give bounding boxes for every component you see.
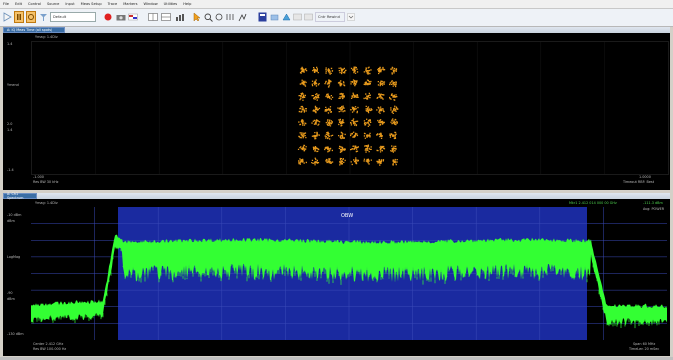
res-bw-label: Res BW 100.000 Hz: [33, 347, 67, 351]
camera-icon: [116, 15, 126, 21]
play-button[interactable]: [3, 11, 12, 23]
y-label-mid: -90: [7, 291, 13, 295]
preset-select[interactable]: Default: [50, 12, 96, 22]
window-titlebar: [3, 193, 670, 199]
zoom-icon: [204, 13, 213, 22]
span-label: Span 60 MHz: [633, 342, 656, 346]
menu-utilities[interactable]: Utilities: [163, 2, 178, 6]
autoscale-icon: [238, 13, 247, 21]
play-icon: [3, 12, 12, 22]
y-label-unit: 1.4: [7, 128, 13, 132]
y-label-mid: Ymend: [7, 83, 19, 87]
settings-button[interactable]: [282, 11, 291, 23]
center-freq-label: Center 2.412 GHz: [33, 342, 64, 346]
snapshot-button[interactable]: [116, 11, 126, 23]
menu-bar: File Edit Control Source Input Meas Setu…: [0, 0, 673, 9]
menu-meas-setup[interactable]: Meas Setup: [80, 2, 102, 6]
x-right-sub: Timeout RBF: Best: [623, 180, 655, 184]
record-icon: [104, 13, 112, 21]
tab-constellation[interactable]: A: IQ Meas Time (all spots): [3, 27, 65, 33]
menu-window[interactable]: Window: [143, 2, 158, 6]
constellation-points: [297, 66, 399, 166]
menu-input[interactable]: Input: [65, 2, 75, 6]
settings-icon: [282, 13, 291, 21]
toolbar: Default Cntr Rewind: [0, 9, 673, 27]
constellation-window: A: IQ Meas Time (all spots) Ymag: 1.4Div…: [3, 27, 670, 190]
menu-trace[interactable]: Trace: [107, 2, 118, 6]
preset-icon: [40, 14, 47, 21]
y-label-bottom: -130 dBm: [7, 332, 24, 336]
spectrum-trace: [31, 234, 667, 326]
y-label-ref: 2.0: [7, 122, 13, 126]
marker-icon: [193, 12, 201, 22]
menu-source[interactable]: Source: [46, 2, 60, 6]
restart-icon: [26, 11, 36, 23]
y-label-bottom: -1.4: [7, 168, 14, 172]
autoscale-button[interactable]: [238, 11, 247, 23]
zoom-button[interactable]: [204, 11, 213, 23]
cal-button[interactable]: [293, 11, 302, 23]
dropdown-button[interactable]: [347, 11, 355, 23]
y-label-top: 1.4: [7, 42, 13, 46]
time-length-label: TimeLen 20 mSec: [629, 347, 660, 351]
ref-label: Ymag: 1.4Div: [35, 35, 58, 39]
constellation-plot[interactable]: [31, 41, 669, 175]
chart-button[interactable]: [175, 11, 185, 23]
spectrum-canvas: [30, 207, 667, 340]
spectrum-noise: [30, 245, 666, 329]
obw-label: OBW: [341, 213, 354, 219]
record-button[interactable]: [104, 11, 112, 23]
cal2-button[interactable]: [304, 11, 313, 23]
pause-icon: [14, 11, 24, 23]
calibration-icon: [293, 13, 302, 21]
avg-label: Avg: POWER: [643, 207, 665, 211]
spectrum-window: A: Ch1 Spectrum Ymag: 1.4Div Mkr1 2.412 …: [3, 192, 670, 356]
step-icon: [226, 14, 234, 20]
layout-button[interactable]: [148, 11, 158, 23]
x-right-label: 1.0000: [639, 175, 651, 179]
bar-chart-icon: [176, 14, 184, 21]
menu-file[interactable]: File: [3, 2, 10, 6]
tile-button[interactable]: [161, 11, 171, 23]
peak-button[interactable]: [215, 11, 223, 23]
marker-button[interactable]: [192, 11, 202, 23]
ref-label: Ymag: 1.4Div: [35, 201, 58, 205]
peak-icon: [215, 13, 223, 21]
layout-icon: [148, 13, 158, 21]
y-label-mid-unit: dBm: [7, 297, 15, 301]
restart-button[interactable]: [26, 11, 36, 23]
chevron-down-icon: [347, 13, 355, 21]
menu-control[interactable]: Control: [27, 2, 41, 6]
menu-help[interactable]: Help: [183, 2, 192, 6]
menu-edit[interactable]: Edit: [15, 2, 22, 6]
marker-readout: Mkr1 2.412 014 000 00 GHz: [569, 201, 617, 205]
marker-value: -111.3 dBm: [643, 201, 663, 205]
channel-icon: [270, 14, 279, 21]
pause-button[interactable]: [14, 11, 24, 23]
flag-button[interactable]: [128, 11, 138, 23]
y-label-top-unit: dBm: [7, 219, 15, 223]
spectrum-plot[interactable]: OBW: [30, 207, 667, 340]
window-titlebar: [3, 27, 670, 33]
y-label-top: -10 dBm: [7, 213, 22, 217]
y-label-scale: LogMag: [7, 255, 21, 259]
status-bar: [0, 357, 673, 360]
x-left-label: -1.000: [33, 175, 44, 179]
constellation-canvas: [95, 42, 605, 174]
x-left-sub: Res BW 30 kHz: [33, 180, 59, 184]
bookmark-icon: [258, 12, 267, 22]
bookmark-button[interactable]: [258, 11, 267, 23]
step-button[interactable]: [225, 11, 235, 23]
channel-button[interactable]: [270, 11, 279, 23]
menu-markers[interactable]: Markers: [123, 2, 138, 6]
tile-icon: [161, 13, 171, 21]
tab-spectrum[interactable]: A: Ch1 Spectrum: [3, 192, 37, 200]
calibration-alt-icon: [304, 13, 313, 21]
preset-button[interactable]: [39, 11, 48, 23]
center-freq-field[interactable]: Cntr Rewind: [315, 12, 345, 22]
flag-icon: [128, 13, 138, 21]
